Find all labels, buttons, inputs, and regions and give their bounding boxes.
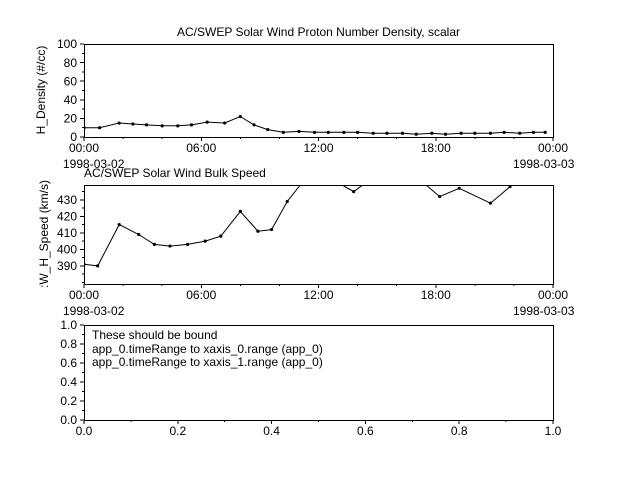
svg-text:0.4: 0.4 <box>263 424 280 438</box>
svg-text:00:00: 00:00 <box>69 288 99 302</box>
svg-text:18:00: 18:00 <box>421 141 451 155</box>
svg-text:0.4: 0.4 <box>60 375 77 389</box>
svg-text:0.2: 0.2 <box>169 424 186 438</box>
svg-text:60: 60 <box>64 74 78 88</box>
speed-end-date-label: 1998-03-03 <box>513 304 575 318</box>
svg-text:0.0: 0.0 <box>60 413 77 427</box>
svg-text:06:00: 06:00 <box>186 141 216 155</box>
speed-y-axis-label: :W_H_Speed (km/s) <box>37 179 51 289</box>
svg-text:06:00: 06:00 <box>186 288 216 302</box>
svg-text:0: 0 <box>70 130 77 144</box>
svg-text:80: 80 <box>64 56 78 70</box>
annotation-line-2: app_0.timeRange to xaxis_0.range (app_0) <box>92 341 323 356</box>
svg-text:1.0: 1.0 <box>60 318 77 332</box>
svg-text:0.6: 0.6 <box>357 424 374 438</box>
svg-text:20: 20 <box>64 112 78 126</box>
svg-text:0.8: 0.8 <box>451 424 468 438</box>
svg-text:40: 40 <box>64 93 78 107</box>
svg-text:410: 410 <box>57 226 77 240</box>
binding-annotation: These should be bound app_0.timeRange to… <box>92 328 323 370</box>
svg-text:390: 390 <box>57 259 77 273</box>
svg-text:420: 420 <box>57 210 77 224</box>
svg-text:400: 400 <box>57 243 77 257</box>
svg-text:430: 430 <box>57 193 77 207</box>
svg-text:1.0: 1.0 <box>545 424 562 438</box>
svg-text:12:00: 12:00 <box>303 141 333 155</box>
speed-start-date-label: 1998-03-02 <box>63 304 125 318</box>
svg-text:00:00: 00:00 <box>538 141 568 155</box>
svg-text:0.2: 0.2 <box>60 394 77 408</box>
annotation-line-3: app_0.timeRange to xaxis_1.range (app_0) <box>92 355 323 369</box>
svg-text:00:00: 00:00 <box>538 288 568 302</box>
svg-text:0.0: 0.0 <box>76 424 93 438</box>
density-end-date-label: 1998-03-03 <box>513 157 575 171</box>
svg-text:12:00: 12:00 <box>303 288 333 302</box>
density-plot-title: AC/SWEP Solar Wind Proton Number Density… <box>177 25 460 39</box>
density-start-date-label: 1998-03-02 <box>63 157 125 171</box>
annotation-line-1: These should be bound <box>92 328 218 342</box>
svg-text:00:00: 00:00 <box>69 141 99 155</box>
speed-plot-title: AC/SWEP Solar Wind Bulk Speed <box>84 166 266 180</box>
svg-text:18:00: 18:00 <box>421 288 451 302</box>
svg-text:0.8: 0.8 <box>60 337 77 351</box>
density-y-axis-label: H_Density (#/cc) <box>34 45 48 135</box>
svg-text:100: 100 <box>57 37 77 51</box>
svg-text:0.6: 0.6 <box>60 356 77 370</box>
